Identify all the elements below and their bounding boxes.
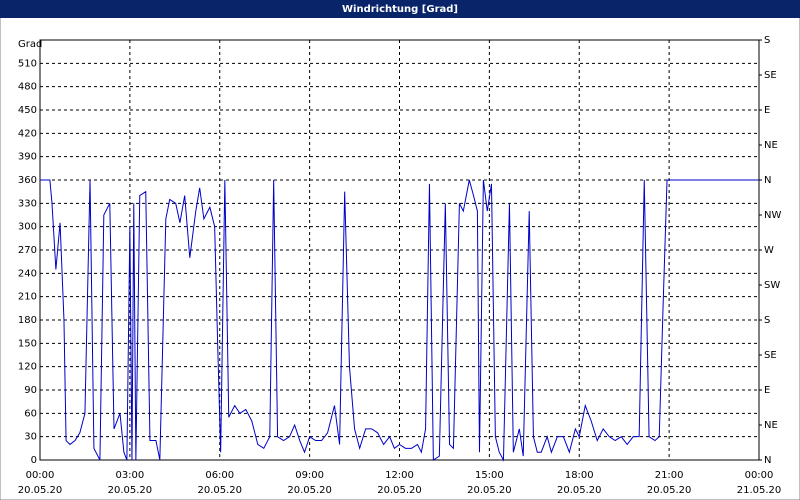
x-tick-label: 18:00 (565, 470, 594, 481)
x-tick-date: 21.05.20 (737, 485, 782, 496)
y-tick-label: 120 (18, 362, 37, 373)
x-tick-label: 15:00 (475, 470, 504, 481)
x-tick-date: 20.05.20 (197, 485, 242, 496)
x-tick-label: 21:00 (655, 470, 684, 481)
y-tick-label: 210 (18, 292, 37, 303)
y2-tick-label: SE (764, 350, 777, 361)
y2-tick-label: N (764, 175, 771, 186)
y-tick-label: 390 (18, 152, 37, 163)
y2-tick-label: E (764, 385, 770, 396)
x-tick-label: 12:00 (385, 470, 414, 481)
y-tick-label: 90 (24, 385, 37, 396)
x-tick-date: 20.05.20 (377, 485, 422, 496)
y-tick-label: 150 (18, 338, 37, 349)
y2-tick-label: E (764, 105, 770, 116)
y2-tick-label: NW (764, 210, 781, 221)
y-tick-label: 60 (24, 408, 37, 419)
y-tick-label: 300 (18, 222, 37, 233)
y-tick-label: 330 (18, 198, 37, 209)
y-tick-label: 510 (18, 58, 37, 69)
x-tick-date: 20.05.20 (647, 485, 692, 496)
x-tick-label: 03:00 (115, 470, 144, 481)
y2-tick-label: N (764, 455, 771, 466)
y-tick-label: 180 (18, 315, 37, 326)
y2-tick-label: S (764, 35, 770, 46)
y-axis-label: Grad (18, 39, 42, 50)
y2-tick-label: W (764, 245, 774, 256)
x-tick-label: 09:00 (295, 470, 324, 481)
y-tick-label: 480 (18, 82, 37, 93)
y-tick-label: 360 (18, 175, 37, 186)
y-tick-label: 0 (31, 455, 37, 466)
y2-tick-label: S (764, 315, 770, 326)
y2-tick-label: NE (764, 420, 778, 431)
x-tick-date: 20.05.20 (108, 485, 153, 496)
y-tick-label: 30 (24, 432, 37, 443)
x-tick-label: 00:00 (745, 470, 774, 481)
y2-tick-label: SE (764, 70, 777, 81)
data-line (40, 179, 759, 462)
x-tick-date: 20.05.20 (467, 485, 512, 496)
plot-frame (39, 39, 760, 461)
chart-title: Windrichtung [Grad] (342, 4, 458, 15)
x-tick-label: 06:00 (205, 470, 234, 481)
y-tick-label: 420 (18, 128, 37, 139)
y2-tick-label: NE (764, 140, 778, 151)
x-tick-label: 00:00 (26, 470, 55, 481)
y-tick-label: 270 (18, 245, 37, 256)
y-tick-label: 240 (18, 268, 37, 279)
x-tick-date: 20.05.20 (557, 485, 602, 496)
x-tick-date: 20.05.20 (287, 485, 332, 496)
y2-tick-label: SW (764, 280, 780, 291)
x-tick-date: 20.05.20 (18, 485, 63, 496)
title-bar (0, 0, 800, 18)
y-tick-label: 450 (18, 105, 37, 116)
